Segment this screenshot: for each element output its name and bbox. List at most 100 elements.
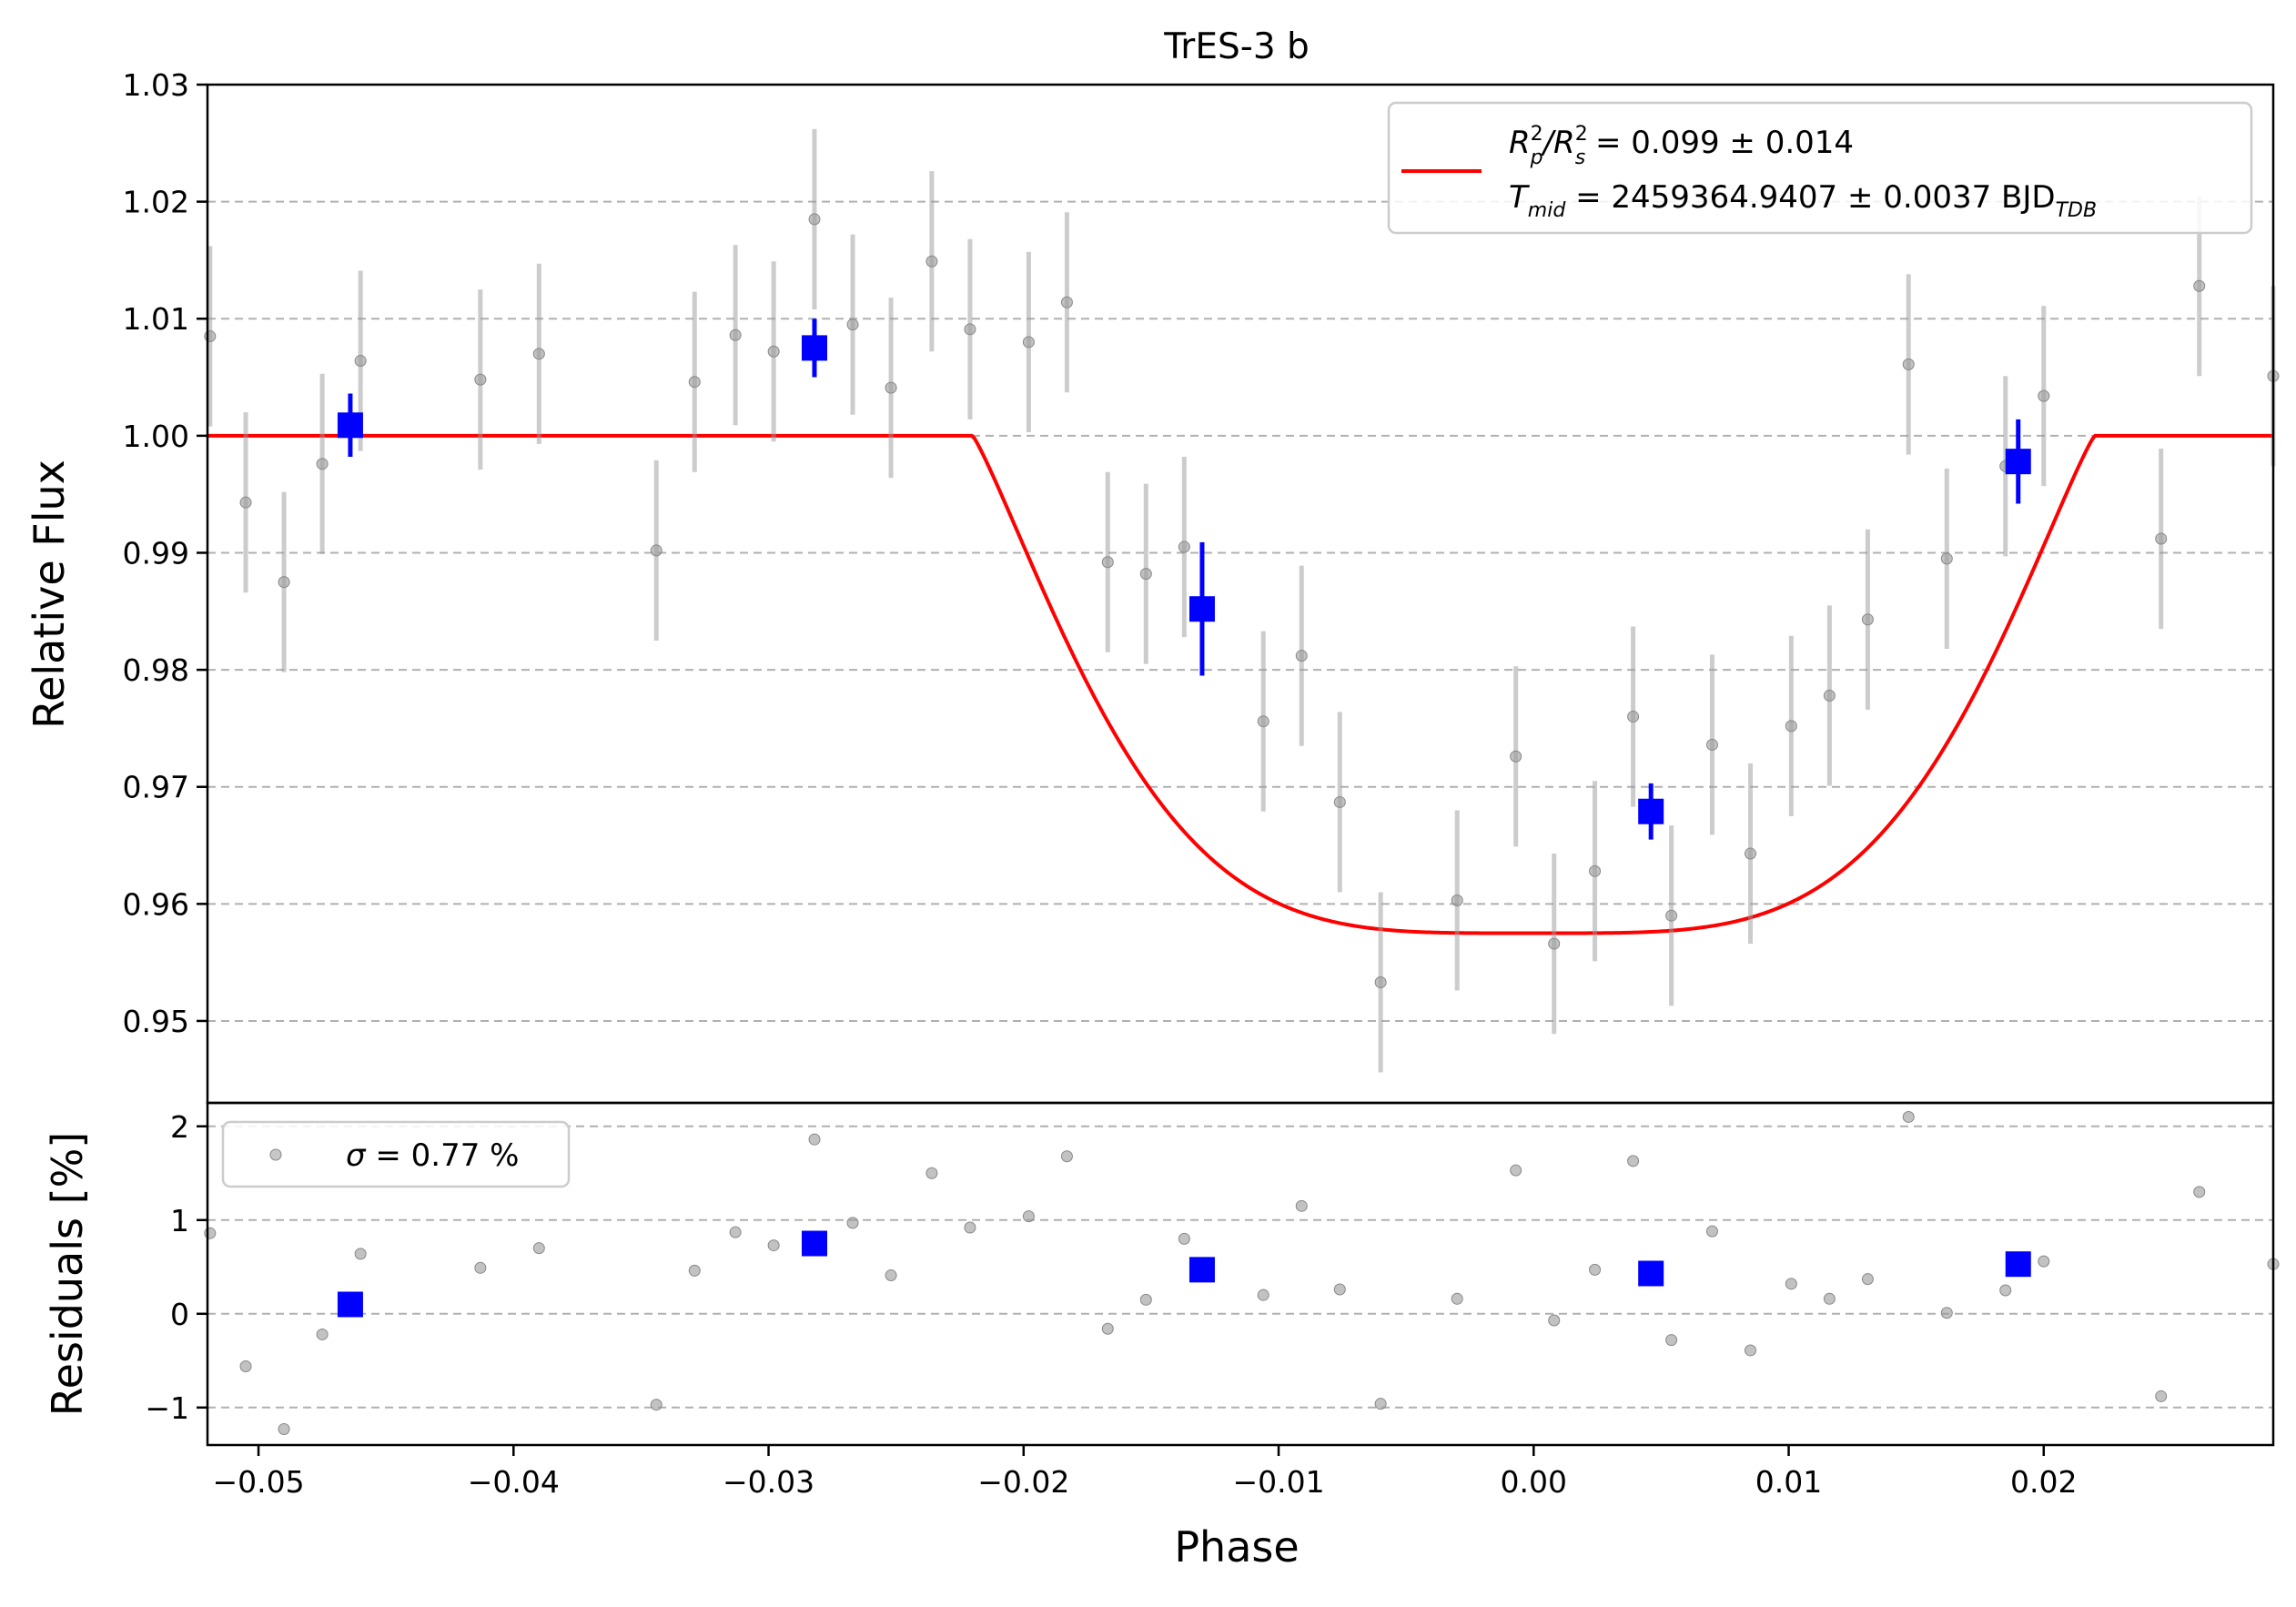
- residual-point: [204, 1227, 217, 1239]
- residual-point: [964, 1221, 976, 1234]
- obs-point: [532, 348, 545, 360]
- residual-point: [1627, 1155, 1640, 1167]
- residual-point: [239, 1359, 252, 1372]
- x-tick-label: 0.00: [1501, 1464, 1567, 1500]
- obs-point: [204, 330, 217, 343]
- residual-point: [1861, 1273, 1874, 1286]
- obs-point: [1627, 711, 1640, 723]
- residual-point: [1510, 1164, 1522, 1177]
- obs-point: [1902, 358, 1915, 370]
- obs-point: [2038, 389, 2050, 402]
- top-y-tick-label: 0.97: [123, 770, 189, 805]
- residual-point: [846, 1217, 859, 1229]
- residual-point: [1060, 1150, 1073, 1163]
- residual-panel-frame: [206, 1101, 2275, 1447]
- residual-point: [2038, 1255, 2050, 1268]
- residual-point: [767, 1239, 780, 1252]
- residual-point: [1451, 1292, 1463, 1305]
- x-tick-label: −0.03: [723, 1464, 814, 1500]
- residual-point: [316, 1328, 329, 1340]
- residual-point: [1257, 1289, 1269, 1301]
- top-y-tick-label: 0.99: [123, 535, 189, 571]
- chart-title: TrES-3 b: [1163, 26, 1310, 67]
- top-y-tick-label: 0.95: [123, 1004, 189, 1039]
- obs-point: [1823, 689, 1836, 702]
- residual-point: [2155, 1390, 2168, 1402]
- top-legend: R2 p/R2 s = 0.099 ± 0.014 Tmid = 2459364.9…: [1387, 101, 2253, 235]
- residual-point: [1333, 1283, 1346, 1296]
- legend-sigma-label: σ = 0.77 %: [346, 1137, 519, 1174]
- residual-observation-points: [204, 1110, 2280, 1435]
- obs-point: [767, 345, 780, 358]
- residual-point: [1940, 1307, 1953, 1319]
- residual-y-tick-label: 0: [170, 1297, 189, 1332]
- obs-point: [1295, 650, 1308, 662]
- x-tick-label: −0.02: [977, 1464, 1069, 1500]
- binned-point: [2005, 449, 2031, 475]
- residual-point: [1589, 1263, 1602, 1276]
- obs-point: [2193, 279, 2206, 292]
- x-tick-label: −0.01: [1232, 1464, 1324, 1500]
- residual-binned-point: [337, 1291, 363, 1318]
- top-y-axis-ticks: 0.95 0.96 0.97 0.98 0.99 1.00 1.01 1.02 1.03: [123, 67, 207, 1039]
- residual-binned-point: [801, 1230, 827, 1257]
- obs-point: [1785, 720, 1797, 733]
- residual-point: [1139, 1293, 1152, 1306]
- obs-point: [1744, 847, 1756, 860]
- legend-mid-transit-label: Tmid = 2459364.9407 ± 0.0037 BJDTDB: [1509, 179, 2097, 222]
- residual-y-axis-label: Residuals [%]: [43, 1132, 92, 1416]
- residual-point: [2193, 1186, 2206, 1198]
- obs-point: [1139, 568, 1152, 581]
- obs-point: [316, 458, 329, 470]
- obs-point: [1257, 715, 1269, 728]
- obs-point: [925, 255, 938, 268]
- obs-point: [1861, 613, 1874, 626]
- residual-point: [925, 1167, 938, 1179]
- obs-point: [1548, 937, 1561, 950]
- x-axis-ticks: −0.05 −0.04 −0.03 −0.02 −0.01 0.00 0.01 0.02: [212, 1445, 2078, 1500]
- residual-point: [650, 1399, 663, 1411]
- obs-point: [1451, 894, 1463, 906]
- obs-point: [1060, 296, 1073, 308]
- binned-point: [1638, 798, 1664, 824]
- residual-point: [808, 1133, 821, 1146]
- residual-point: [532, 1242, 545, 1255]
- residual-point: [1902, 1110, 1915, 1123]
- obs-point: [278, 576, 290, 589]
- residual-point: [1548, 1314, 1561, 1327]
- obs-point: [239, 496, 252, 509]
- binned-points: [337, 318, 2031, 840]
- obs-point: [1940, 552, 1953, 565]
- x-tick-label: 0.01: [1755, 1464, 1822, 1500]
- residual-point: [688, 1264, 701, 1277]
- residual-y-tick-label: 1: [170, 1203, 189, 1238]
- obs-point: [2155, 532, 2168, 545]
- residual-point: [1999, 1284, 2012, 1297]
- top-y-tick-label: 1.03: [123, 67, 189, 103]
- legend-residual-marker: [269, 1148, 282, 1161]
- residual-point: [474, 1261, 487, 1274]
- x-tick-label: −0.04: [468, 1464, 560, 1500]
- residual-point: [1374, 1398, 1387, 1410]
- obs-point: [846, 318, 859, 331]
- obs-point: [1589, 864, 1602, 877]
- binned-point: [801, 335, 827, 361]
- residual-point: [1022, 1210, 1035, 1223]
- residual-point: [1705, 1225, 1718, 1238]
- obs-point: [650, 544, 663, 557]
- binned-point: [1188, 596, 1215, 622]
- x-axis-label: Phase: [1174, 1522, 1299, 1572]
- top-y-tick-label: 1.02: [123, 185, 189, 220]
- residual-point: [1178, 1232, 1190, 1245]
- top-y-tick-label: 1.00: [123, 419, 189, 454]
- residual-binned-point: [2005, 1251, 2031, 1278]
- residual-y-axis-ticks: −1 0 1 2: [145, 1109, 207, 1426]
- obs-point: [1101, 556, 1114, 569]
- obs-point: [1178, 541, 1190, 553]
- top-y-tick-label: 1.01: [123, 301, 189, 337]
- obs-point: [354, 355, 367, 368]
- residual-point: [1101, 1322, 1114, 1335]
- obs-point: [1374, 976, 1387, 989]
- obs-point: [1333, 795, 1346, 808]
